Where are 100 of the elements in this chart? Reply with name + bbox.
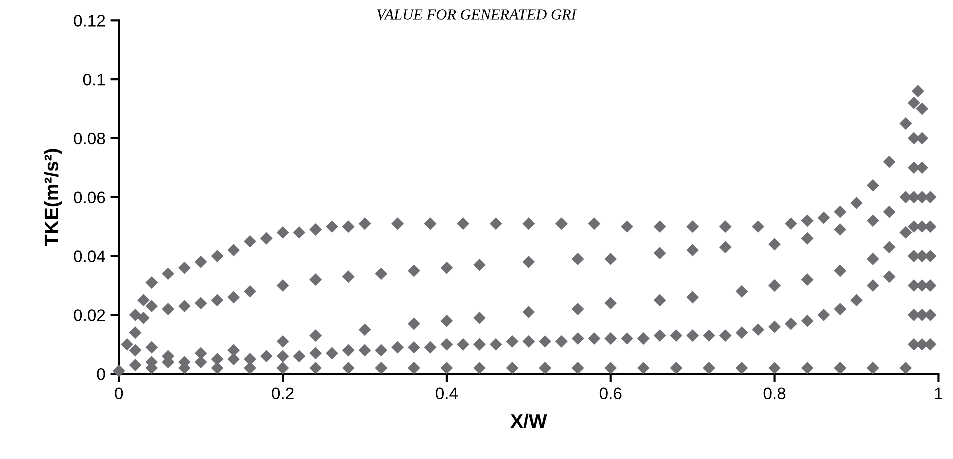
point	[358, 324, 372, 336]
point	[850, 197, 863, 210]
point	[637, 332, 650, 345]
point	[768, 280, 781, 292]
point	[801, 232, 814, 245]
point	[736, 285, 748, 298]
point	[490, 218, 502, 230]
point	[506, 362, 519, 374]
point	[621, 332, 634, 345]
point	[129, 308, 142, 322]
point	[342, 270, 355, 284]
point	[293, 226, 306, 239]
chart-title: VALUE FOR GENERATED GRI	[377, 10, 578, 20]
x-tick-label: 0.8	[764, 388, 786, 400]
point	[138, 312, 150, 324]
point	[703, 330, 716, 342]
point	[457, 338, 470, 351]
point	[440, 262, 454, 274]
point	[178, 300, 191, 313]
point	[883, 156, 896, 168]
point	[834, 362, 847, 374]
point	[424, 341, 437, 354]
point	[866, 280, 880, 292]
point	[260, 232, 273, 245]
point	[310, 362, 322, 374]
point	[522, 335, 536, 348]
point	[719, 241, 732, 254]
point	[866, 362, 880, 374]
point	[375, 268, 388, 280]
point	[572, 253, 584, 266]
point	[146, 341, 158, 354]
point	[506, 335, 519, 348]
y-tick-label: 0.1	[83, 74, 106, 86]
point	[129, 359, 142, 372]
point	[703, 362, 716, 374]
point	[637, 362, 650, 374]
point	[784, 218, 798, 230]
point	[883, 270, 896, 284]
point	[539, 335, 552, 348]
point	[474, 312, 486, 324]
point	[900, 362, 912, 374]
point	[670, 362, 683, 374]
point	[342, 220, 355, 234]
x-tick-label: 0	[115, 388, 124, 400]
point	[474, 338, 486, 351]
point	[834, 224, 847, 236]
point	[908, 96, 920, 110]
x-tick-label: 0.2	[272, 388, 294, 400]
point	[768, 238, 781, 251]
point	[866, 253, 880, 266]
point	[228, 244, 240, 257]
point	[276, 335, 290, 348]
y-tick-label: 0.12	[74, 15, 106, 27]
point	[162, 268, 175, 280]
point	[912, 85, 924, 98]
point	[474, 258, 486, 272]
point	[752, 220, 765, 234]
point	[178, 262, 191, 274]
point	[801, 314, 814, 328]
point	[342, 362, 355, 374]
point	[121, 338, 134, 351]
point	[440, 362, 454, 374]
point	[572, 332, 584, 345]
y-tick-label: 0	[97, 368, 106, 380]
point	[522, 256, 536, 268]
point	[276, 350, 290, 363]
point	[539, 362, 552, 374]
point	[408, 318, 420, 330]
point	[129, 344, 142, 357]
y-tick-label: 0.08	[74, 132, 106, 145]
y-axis-title: TKE(m²/s²)	[44, 149, 62, 246]
point	[474, 362, 486, 374]
point	[522, 218, 536, 230]
point	[244, 235, 256, 248]
point	[194, 356, 208, 369]
point	[146, 300, 158, 313]
point	[408, 341, 420, 354]
point	[834, 206, 847, 218]
point	[604, 253, 618, 266]
point	[555, 335, 568, 348]
point	[834, 303, 847, 316]
point	[834, 264, 847, 278]
point	[752, 324, 765, 336]
point	[686, 244, 700, 257]
point	[736, 326, 748, 340]
point	[276, 226, 290, 239]
point	[490, 338, 502, 351]
point	[392, 341, 404, 354]
x-tick-label: 0.6	[600, 388, 622, 400]
point	[310, 274, 322, 286]
point	[326, 220, 338, 234]
point	[784, 318, 798, 330]
point	[194, 297, 208, 310]
point	[604, 362, 618, 374]
point	[916, 102, 929, 116]
y-tick-label: 0.02	[74, 310, 106, 322]
point	[408, 362, 420, 374]
point	[146, 276, 158, 289]
point	[129, 326, 142, 340]
point	[358, 344, 372, 357]
